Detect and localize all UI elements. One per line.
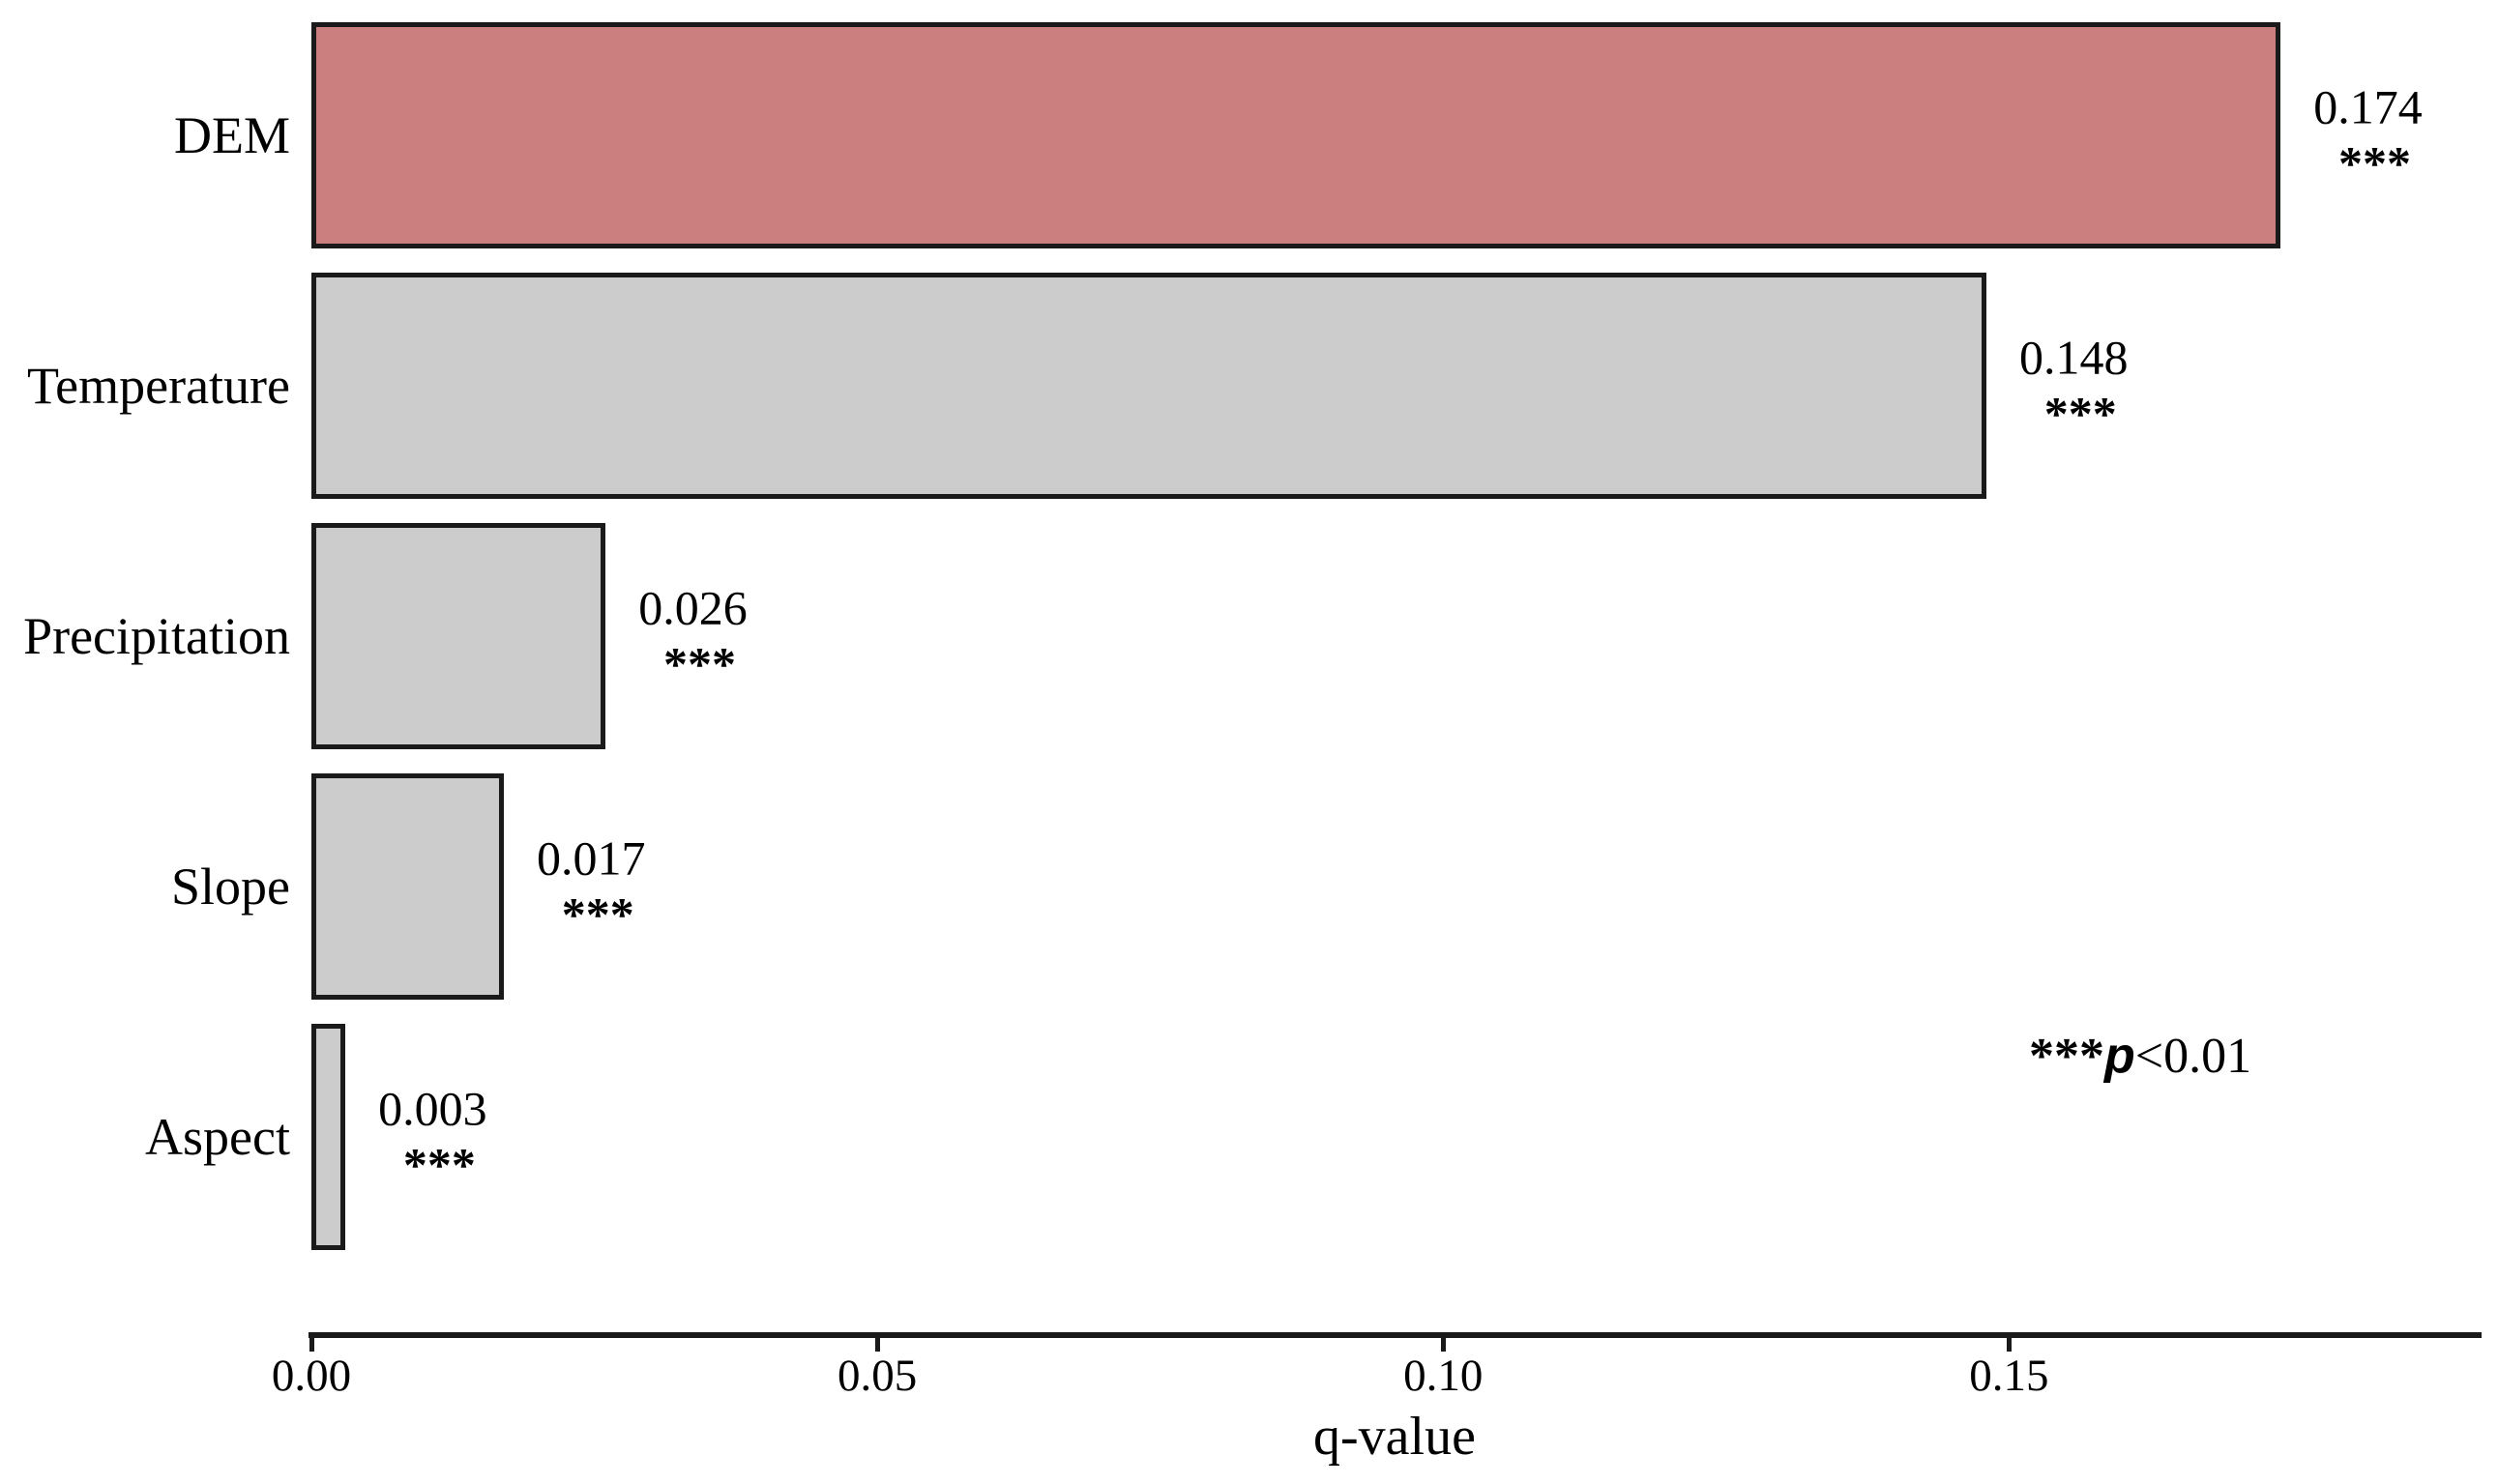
bar-value-block: 0.026 *** — [638, 581, 748, 692]
value-text: 0.148 — [2018, 330, 2129, 385]
significance-note: ***p<0.01 — [2029, 1031, 2251, 1082]
significance-stars: *** — [402, 1137, 476, 1191]
significance-note-stars: *** — [2029, 1029, 2104, 1084]
value-text: 0.026 — [638, 580, 748, 635]
bar-value-block: 0.003 *** — [378, 1082, 487, 1193]
category-label-aspect: Aspect — [145, 1108, 290, 1166]
x-tick-label: 0.00 — [271, 1351, 352, 1401]
bar-slope — [311, 773, 504, 1000]
value-text: 0.174 — [2313, 79, 2423, 134]
significance-stars: *** — [561, 887, 634, 941]
bar-value-block: 0.174 *** — [2313, 80, 2423, 191]
x-tick-mark — [875, 1336, 881, 1352]
x-axis-line — [309, 1332, 2482, 1338]
category-label-slope: Slope — [170, 858, 290, 916]
category-label-temperature: Temperature — [26, 357, 290, 415]
bar-precipitation — [311, 523, 606, 749]
significance-note-threshold: <0.01 — [2134, 1029, 2252, 1084]
x-tick-label: 0.10 — [1403, 1351, 1484, 1401]
x-tick-label: 0.05 — [837, 1351, 918, 1401]
bar-value-block: 0.017 *** — [537, 831, 646, 943]
bar-dem — [311, 22, 2281, 248]
x-axis-title: q-value — [1313, 1407, 1476, 1467]
x-tick-mark — [2007, 1336, 2013, 1352]
significance-stars: *** — [663, 636, 736, 690]
category-label-dem: DEM — [174, 106, 290, 164]
bar-aspect — [311, 1024, 346, 1250]
x-tick-label: 0.15 — [1969, 1351, 2049, 1401]
significance-stars: *** — [2337, 135, 2411, 189]
bar-value-block: 0.148 *** — [2019, 331, 2129, 442]
value-text: 0.003 — [378, 1081, 487, 1136]
category-label-precipitation: Precipitation — [23, 607, 290, 665]
x-tick-mark — [309, 1336, 314, 1352]
bar-temperature — [311, 273, 1986, 499]
significance-note-p-symbol: p — [2104, 1028, 2135, 1084]
significance-stars: *** — [2043, 386, 2117, 440]
value-text: 0.017 — [536, 830, 646, 886]
x-tick-mark — [1441, 1336, 1447, 1352]
